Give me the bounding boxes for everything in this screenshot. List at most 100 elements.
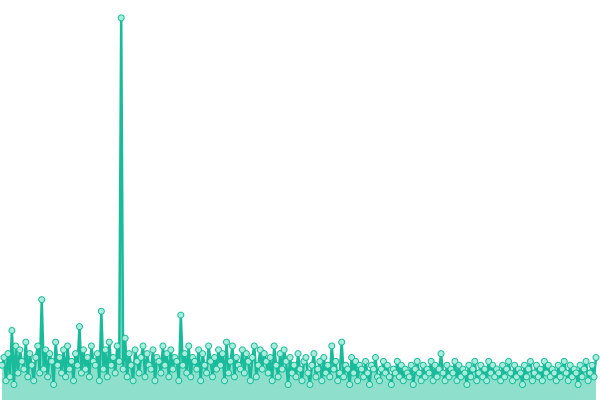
data-point [155,357,163,365]
data-point [387,381,395,389]
data-point [26,350,34,358]
data-point [469,365,477,373]
data-point [129,377,137,385]
data-point [52,338,60,346]
data-point [354,377,362,385]
marker-layer [0,14,600,389]
data-point [62,373,70,381]
data-point [507,369,515,377]
data-point [99,365,107,373]
data-point [290,361,298,369]
data-point [141,373,149,381]
data-point [199,350,207,358]
data-point [340,373,348,381]
data-point [246,377,254,385]
data-point [46,350,54,358]
data-point [73,361,81,369]
data-point [495,369,503,377]
data-point [72,350,80,358]
data-point [242,350,250,358]
data-point [582,357,590,365]
data-point [211,354,219,362]
data-point [328,342,336,350]
data-point [131,346,139,354]
data-point [135,369,143,377]
data-point [48,357,56,365]
data-point [157,369,165,377]
data-point [70,377,78,385]
data-point [370,365,377,373]
data-point [326,373,334,381]
data-point [439,369,447,377]
data-point [185,342,193,350]
data-point [310,350,318,358]
data-point [119,365,127,373]
data-point [278,365,286,373]
data-point [334,377,342,385]
data-point [286,354,294,362]
data-point [302,354,310,362]
data-point [97,307,105,315]
data-point [332,357,340,365]
data-point [266,354,274,362]
data-point [64,342,72,350]
data-point [296,365,304,373]
data-point [584,377,592,385]
data-point [173,357,181,365]
data-point [526,357,534,365]
data-point [294,350,302,358]
data-point [224,369,232,377]
data-point [221,377,228,385]
data-point [22,338,30,346]
data-point [268,377,276,385]
data-point [274,373,282,381]
data-point [375,377,383,385]
data-point [34,342,42,350]
data-point [0,361,6,369]
data-point [308,361,316,369]
data-point [181,350,189,358]
data-point [205,342,213,350]
data-point [123,373,131,381]
data-point [187,373,195,381]
data-point [344,365,352,373]
data-point [425,369,433,377]
data-point [252,373,260,381]
data-point [364,369,372,377]
data-point [16,346,24,354]
series-line [0,16,598,386]
data-point [592,354,600,362]
data-point [175,377,183,385]
data-point [111,369,119,377]
data-point [556,373,564,381]
data-point [85,373,93,381]
data-point [304,369,312,377]
data-point [467,373,475,381]
data-point [483,377,491,385]
data-point [127,361,135,369]
data-point [536,365,544,373]
data-point [87,342,95,350]
data-point [518,381,526,389]
data-point [590,373,598,381]
data-point [306,381,314,389]
data-point [314,365,322,373]
data-point [91,361,99,369]
data-point [560,357,568,365]
data-point [538,377,546,385]
data-point [107,361,115,369]
data-point [413,357,421,365]
data-point [68,357,76,365]
data-point [272,361,280,369]
data-point [40,365,48,373]
data-point [284,381,292,389]
data-point [93,350,101,358]
data-point [143,350,151,358]
data-point [312,373,320,381]
data-point [125,350,133,358]
data-point [338,338,346,346]
data-point [522,373,530,381]
data-point [54,361,62,369]
data-point [358,365,366,373]
